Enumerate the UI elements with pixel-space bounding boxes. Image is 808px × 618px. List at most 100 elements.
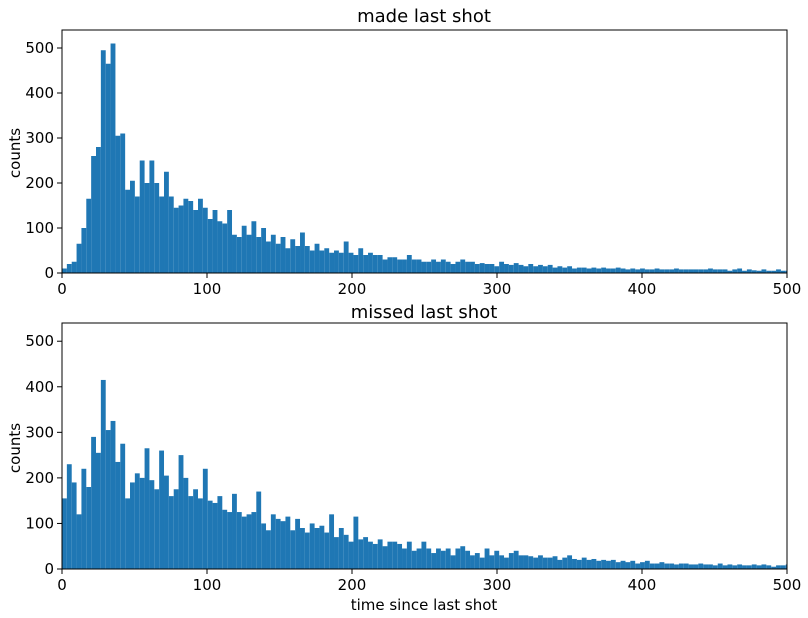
x-tick-label: 500 <box>773 576 802 594</box>
histogram-bar <box>576 267 582 273</box>
histogram-bar <box>402 548 407 569</box>
histogram-bar <box>552 556 558 569</box>
histogram-bar <box>241 516 247 569</box>
histogram-bar <box>727 564 733 569</box>
histogram-bar <box>319 525 325 569</box>
histogram-bar <box>504 264 509 273</box>
histogram-bar <box>625 269 631 273</box>
histogram-bar <box>421 261 427 273</box>
histogram-bar <box>372 255 378 273</box>
histogram-bar <box>397 543 403 569</box>
histogram-bar <box>504 557 509 569</box>
histogram-bar <box>193 489 199 569</box>
histogram-bar <box>562 267 568 273</box>
histogram-bar <box>664 269 670 273</box>
y-tick-label: 200 <box>25 174 54 192</box>
x-tick-label: 500 <box>773 280 802 298</box>
chart-title: made last shot <box>357 6 491 27</box>
histogram-bar <box>329 514 335 569</box>
histogram-bar <box>164 475 169 569</box>
histogram-bar <box>586 268 592 273</box>
histogram-bar <box>300 528 305 569</box>
histogram-bar <box>188 496 194 569</box>
histogram-bar <box>683 269 689 273</box>
histogram-bar <box>159 196 165 273</box>
histogram-bar <box>372 543 378 569</box>
bar-group <box>62 43 787 273</box>
histogram-bar <box>431 259 437 273</box>
histogram-bar <box>567 266 573 273</box>
histogram-bar <box>363 537 369 569</box>
histogram-bar <box>771 270 777 273</box>
histogram-bar <box>343 241 349 273</box>
histogram-bar <box>222 223 228 273</box>
histogram-bar <box>586 559 592 569</box>
histogram-bar <box>756 270 762 273</box>
histogram-bar <box>193 210 199 273</box>
histogram-bar <box>275 243 281 273</box>
histogram-bar <box>154 489 160 569</box>
histogram-bar <box>766 270 772 273</box>
histogram-bar <box>635 269 641 273</box>
histogram-bar <box>363 255 369 273</box>
histogram-bar <box>489 555 495 569</box>
histogram-bar <box>149 480 155 569</box>
histogram-bar <box>450 555 456 569</box>
histogram-bar <box>678 563 684 569</box>
histogram-bar <box>304 246 310 273</box>
histogram-bar <box>780 270 786 273</box>
histogram-bar <box>402 259 407 273</box>
histogram-bar <box>236 512 242 569</box>
histogram-bar <box>499 555 505 569</box>
histogram-bar <box>377 539 383 569</box>
histogram-bar <box>134 196 140 273</box>
histogram-bar <box>620 560 626 569</box>
x-axis-label: time since last shot <box>351 596 498 614</box>
histogram-bar <box>542 557 548 569</box>
histogram-bar <box>688 564 694 569</box>
histogram-bar <box>115 461 121 569</box>
histogram-bar <box>712 269 718 273</box>
histogram-bar <box>159 450 165 569</box>
x-tick-label: 100 <box>193 280 222 298</box>
histogram-bar <box>669 563 675 569</box>
histogram-bar <box>440 259 446 273</box>
histogram-bar <box>334 537 339 569</box>
histogram-bar <box>236 237 242 273</box>
histogram-bar <box>635 563 641 569</box>
histogram-bar <box>785 564 787 569</box>
histogram-bar <box>120 443 126 569</box>
histogram-bar <box>334 250 339 273</box>
histogram-bar <box>737 564 743 569</box>
histogram-bar <box>572 268 577 273</box>
histogram-bar <box>309 250 315 273</box>
histogram-bar <box>256 237 262 273</box>
histogram-bar <box>290 530 296 569</box>
histogram-bar <box>591 558 597 569</box>
histogram-bar <box>722 269 728 273</box>
histogram-bar <box>596 268 602 273</box>
histogram-bar <box>698 269 704 273</box>
histogram-bar <box>270 234 276 273</box>
histogram-bar <box>178 455 184 569</box>
histogram-bar <box>217 496 223 569</box>
histogram-bar <box>766 565 772 569</box>
y-tick-label: 200 <box>25 469 54 487</box>
histogram-bar <box>470 555 475 569</box>
histogram-bar <box>130 180 135 273</box>
histogram-bar <box>202 207 208 273</box>
histogram-bar <box>411 259 417 273</box>
histogram-bar <box>304 532 310 569</box>
y-tick-label: 400 <box>25 378 54 396</box>
histogram-bar <box>606 268 611 273</box>
tick-group: 0 100 200 300 400 500 0 100 200 300 400 500 <box>25 332 801 594</box>
histogram-bar <box>678 269 684 273</box>
histogram-bar <box>474 264 480 273</box>
histogram-bar <box>358 248 364 273</box>
histogram-bar <box>421 541 427 569</box>
histogram-bar <box>348 252 354 273</box>
histogram-bar <box>207 500 213 569</box>
histogram-bar <box>470 261 475 273</box>
histogram-bar <box>620 268 626 273</box>
